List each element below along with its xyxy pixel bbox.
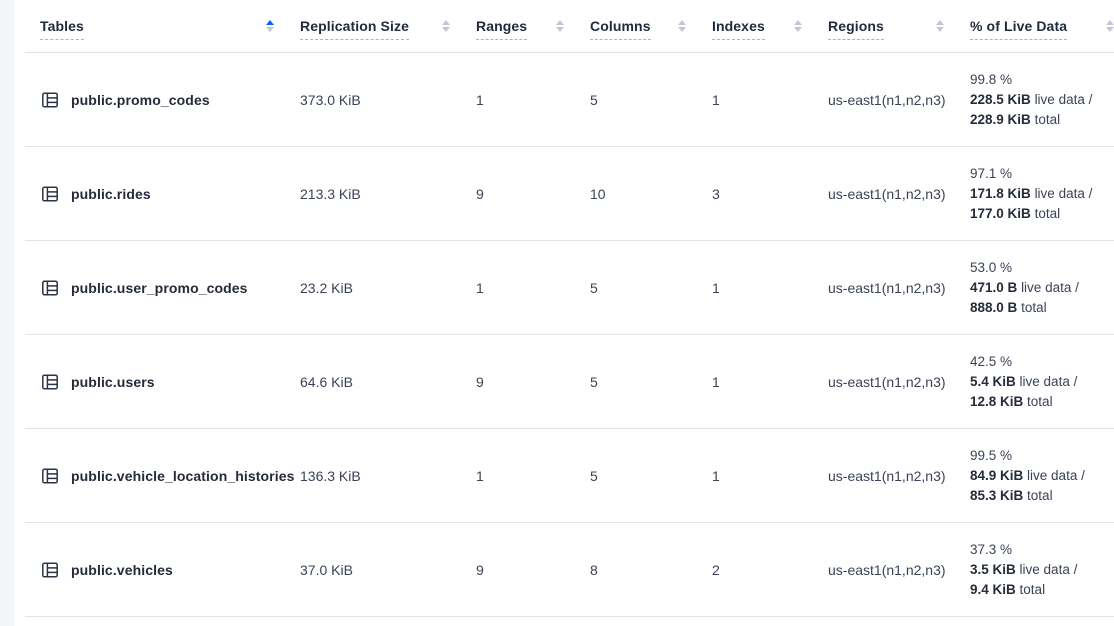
tables-list-panel: Tables Replication Size Ranges Columns I… [14, 0, 1114, 626]
table-icon [42, 373, 58, 390]
column-header-indexes[interactable]: Indexes [712, 0, 828, 52]
replication-size-cell: 23.2 KiB [300, 279, 353, 296]
columns-cell: 5 [590, 279, 598, 296]
column-header-ranges[interactable]: Ranges [476, 0, 590, 52]
ranges-cell: 9 [476, 561, 484, 578]
column-header-tables[interactable]: Tables [25, 0, 300, 52]
regions-cell: us-east1(n1,n2,n3) [828, 561, 946, 578]
live-data-cell: 99.5 % 84.9 KiB live data / 85.3 KiB tot… [970, 446, 1114, 506]
regions-cell: us-east1(n1,n2,n3) [828, 279, 946, 296]
replication-size-cell: 373.0 KiB [300, 91, 361, 108]
live-percent: 99.5 % [970, 447, 1013, 463]
column-header-columns[interactable]: Columns [590, 0, 712, 52]
table-name-link[interactable]: public.vehicles [71, 561, 173, 578]
ranges-cell: 9 [476, 185, 484, 202]
ranges-cell: 1 [476, 279, 484, 296]
sort-arrows-icon [678, 20, 686, 32]
columns-cell: 8 [590, 561, 598, 578]
live-percent: 53.0 % [970, 259, 1013, 275]
sort-arrows-icon [442, 20, 450, 32]
column-label: Indexes [712, 18, 765, 40]
column-label: % of Live Data [970, 18, 1068, 40]
live-data-cell: 97.1 % 171.8 KiB live data / 177.0 KiB t… [970, 164, 1114, 224]
replication-size-cell: 136.3 KiB [300, 467, 361, 484]
sort-arrows-icon [1106, 20, 1114, 32]
indexes-cell: 3 [712, 185, 720, 202]
table-row: public.promo_codes 373.0 KiB 1 5 1 us-ea… [25, 53, 1114, 147]
live-percent: 99.8 % [970, 71, 1013, 87]
live-percent: 37.3 % [970, 541, 1013, 557]
table-icon [42, 91, 58, 108]
live-percent: 42.5 % [970, 353, 1013, 369]
table-row: public.vehicles 37.0 KiB 9 8 2 us-east1(… [25, 523, 1114, 617]
table-icon [42, 185, 58, 202]
table-icon [42, 467, 58, 484]
indexes-cell: 1 [712, 91, 720, 108]
live-percent: 97.1 % [970, 165, 1013, 181]
sort-arrows-icon [266, 20, 274, 32]
live-data-cell: 99.8 % 228.5 KiB live data / 228.9 KiB t… [970, 70, 1114, 130]
table-name-link[interactable]: public.user_promo_codes [71, 279, 248, 296]
column-header-live-data[interactable]: % of Live Data [970, 0, 1114, 52]
ranges-cell: 9 [476, 373, 484, 390]
indexes-cell: 1 [712, 373, 720, 390]
replication-size-cell: 64.6 KiB [300, 373, 353, 390]
column-header-replication-size[interactable]: Replication Size [300, 0, 476, 52]
table-row: public.rides 213.3 KiB 9 10 3 us-east1(n… [25, 147, 1114, 241]
indexes-cell: 2 [712, 561, 720, 578]
column-header-regions[interactable]: Regions [828, 0, 970, 52]
regions-cell: us-east1(n1,n2,n3) [828, 185, 946, 202]
ranges-cell: 1 [476, 467, 484, 484]
column-label: Tables [40, 18, 84, 40]
replication-size-cell: 213.3 KiB [300, 185, 361, 202]
sort-arrows-icon [556, 20, 564, 32]
table-header-row: Tables Replication Size Ranges Columns I… [25, 0, 1114, 53]
indexes-cell: 1 [712, 279, 720, 296]
column-label: Columns [590, 18, 651, 40]
indexes-cell: 1 [712, 467, 720, 484]
live-data-cell: 53.0 % 471.0 B live data / 888.0 B total [970, 258, 1114, 318]
regions-cell: us-east1(n1,n2,n3) [828, 91, 946, 108]
column-label: Ranges [476, 18, 528, 40]
table-name-link[interactable]: public.users [71, 373, 155, 390]
sort-arrows-icon [794, 20, 802, 32]
table-name-link[interactable]: public.vehicle_location_histories [71, 467, 295, 484]
table-name-link[interactable]: public.rides [71, 185, 151, 202]
columns-cell: 5 [590, 373, 598, 390]
column-label: Regions [828, 18, 884, 40]
sort-arrows-icon [936, 20, 944, 32]
live-data-cell: 42.5 % 5.4 KiB live data / 12.8 KiB tota… [970, 352, 1114, 412]
table-icon [42, 279, 58, 296]
table-row: public.vehicle_location_histories 136.3 … [25, 429, 1114, 523]
columns-cell: 5 [590, 91, 598, 108]
replication-size-cell: 37.0 KiB [300, 561, 353, 578]
table-row: public.user_promo_codes 23.2 KiB 1 5 1 u… [25, 241, 1114, 335]
columns-cell: 10 [590, 185, 606, 202]
table-row: public.users 64.6 KiB 9 5 1 us-east1(n1,… [25, 335, 1114, 429]
columns-cell: 5 [590, 467, 598, 484]
table-name-link[interactable]: public.promo_codes [71, 91, 210, 108]
ranges-cell: 1 [476, 91, 484, 108]
table-icon [42, 561, 58, 578]
regions-cell: us-east1(n1,n2,n3) [828, 467, 946, 484]
column-label: Replication Size [300, 18, 409, 40]
regions-cell: us-east1(n1,n2,n3) [828, 373, 946, 390]
live-data-cell: 37.3 % 3.5 KiB live data / 9.4 KiB total [970, 540, 1114, 600]
tables-table: Tables Replication Size Ranges Columns I… [25, 0, 1114, 617]
